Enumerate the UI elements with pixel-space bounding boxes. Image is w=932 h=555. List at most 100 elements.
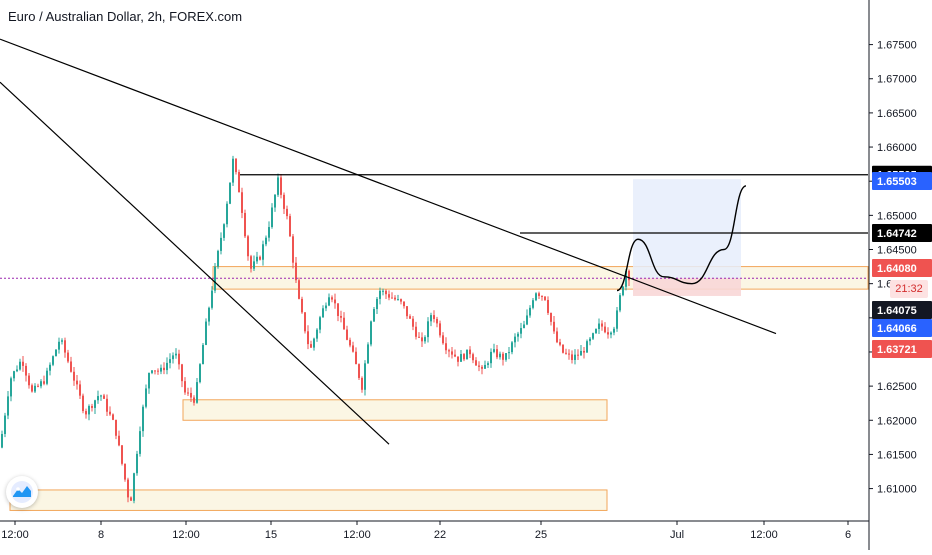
price-tick-label: 1.66500 [877,108,917,120]
candle-body [10,378,12,397]
candle-body [583,350,585,353]
candle-body [385,290,387,295]
candle-body [121,445,123,464]
tradingview-logo-button[interactable] [6,476,38,508]
candle-body [487,363,489,365]
candle-body [559,342,561,345]
candle-body [520,328,522,334]
candle-body [127,479,129,498]
candle-body [319,317,321,330]
candle-body [265,237,267,245]
candle-body [187,392,189,394]
candle-body [349,339,351,346]
candle-body [22,361,24,366]
zones-layer [9,266,869,511]
candle-body [100,395,102,397]
candle-body [565,352,567,354]
price-axis[interactable]: 1.675001.670001.665001.660001.655001.650… [868,0,932,550]
candle-body [61,340,63,342]
candle-body [469,349,471,355]
candle-body [238,172,240,193]
price-tick-label: 1.67000 [877,74,917,86]
candle-body [286,208,288,217]
candle-body [130,497,132,501]
candle-body [154,370,156,372]
time-tick-label: Jul [670,529,684,541]
candle-body [517,333,519,337]
price-label: 1.63721 [877,344,917,356]
candle-body [190,392,192,398]
candle-body [598,323,600,330]
candle-body [166,362,168,371]
candle-body [214,266,216,291]
candle-body [217,250,219,267]
candle-body [277,177,279,195]
candle-body [145,388,147,407]
candle-body [625,270,627,287]
price-tick-label: 1.62000 [877,415,917,427]
middle-zone [182,399,608,421]
candle-body [547,299,549,313]
candle-body [241,192,243,213]
candle-body [91,406,93,408]
candle-body [142,406,144,432]
candle-body [76,380,78,385]
candle-body [7,396,9,416]
candle-body [421,337,423,342]
candle-body [244,212,246,237]
stop-box [633,278,741,296]
candle-body [577,354,579,356]
candle-body [1,434,3,448]
candle-body [604,326,606,333]
candle-body [193,397,195,403]
candle-body [388,294,390,298]
candle-body [28,375,30,386]
candle-body [436,318,438,324]
candle-body [271,207,273,228]
candle-body [376,298,378,310]
candle-body [259,256,261,260]
candle-body [358,364,360,378]
candle-body [253,261,255,269]
candle-body [529,307,531,316]
candle-body [136,453,138,474]
candle-body [304,312,306,332]
candle-body [361,377,363,390]
candle-body [475,360,477,366]
candle-body [412,318,414,327]
candle-body [184,381,186,393]
price-label-box [872,340,932,358]
candle-body [568,353,570,355]
candle-body [208,307,210,322]
candle-body [382,290,384,292]
price-tick-label: 1.64500 [877,245,917,257]
candle-body [457,356,459,362]
candle-body [124,463,126,480]
candle-body [364,363,366,390]
candle-body [70,361,72,372]
time-axis[interactable]: 12:00 8 12:00 15 12:00 22 25 Jul 12:00 6 [0,520,869,541]
candle-body [169,359,171,363]
candle-body [43,381,45,384]
candle-body [616,310,618,329]
candle-body [34,385,36,392]
candle-body [505,353,507,360]
candle-body [334,299,336,304]
candle-body [340,315,342,318]
candle-body [400,299,402,302]
candle-body [262,244,264,260]
candle-body [322,308,324,318]
price-tick-label: 1.66000 [877,142,917,154]
candle-body [562,344,564,353]
candle-body [448,350,450,352]
time-tick-label: 12:00 [172,529,200,541]
candle-body [289,216,291,237]
candle-body [31,385,33,392]
candle-body [310,344,312,348]
candle-body [196,382,198,403]
candle-body [313,338,315,348]
candle-body [325,305,327,309]
candle-body [115,419,117,436]
